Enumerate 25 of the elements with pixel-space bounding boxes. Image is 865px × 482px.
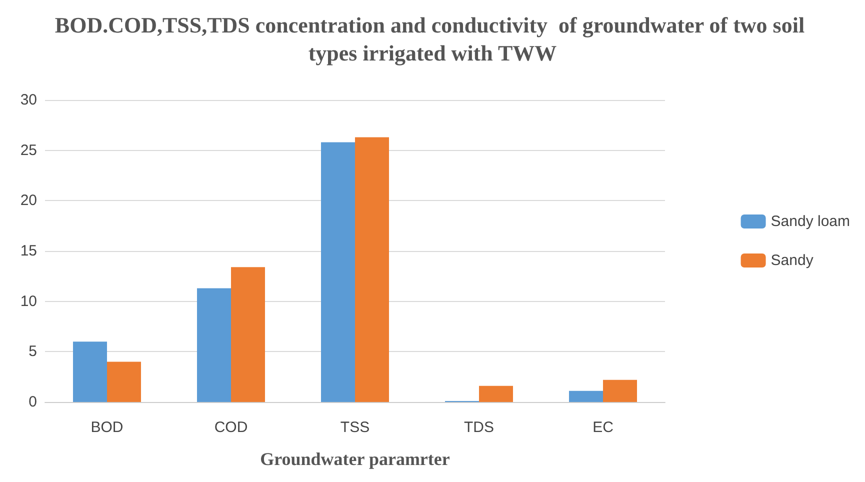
y-tick-label: 30 (20, 92, 37, 108)
legend-label: Sandy loam (770, 213, 850, 230)
y-tick-label: 5 (28, 343, 37, 360)
y-tick-label: 15 (20, 242, 37, 260)
bar (107, 362, 141, 402)
bar (73, 342, 107, 402)
y-tick-label: 10 (20, 292, 37, 310)
x-tick-label: TSS (340, 419, 370, 436)
x-tick-label: TDS (464, 419, 494, 436)
bar (603, 380, 637, 402)
x-tick-label: BOD (90, 419, 124, 436)
x-tick-label: COD (214, 419, 248, 436)
bar (569, 390, 603, 402)
y-tick-label: 20 (20, 192, 37, 210)
bar (231, 267, 265, 402)
chart-title: BOD.COD,TSS,TDS concentration and conductivity of groundwater of two soil types irrigated with TWW (54, 12, 810, 66)
y-tick-label: 0 (28, 394, 37, 410)
bar (355, 137, 389, 402)
bar (197, 288, 231, 402)
bar (479, 386, 513, 402)
bar (321, 142, 355, 402)
x-tick-label: EC (592, 419, 614, 436)
x-axis-title: Groundwater paramrter (260, 449, 450, 469)
legend-label: Sandy (770, 252, 814, 269)
y-tick-label: 25 (20, 142, 37, 159)
